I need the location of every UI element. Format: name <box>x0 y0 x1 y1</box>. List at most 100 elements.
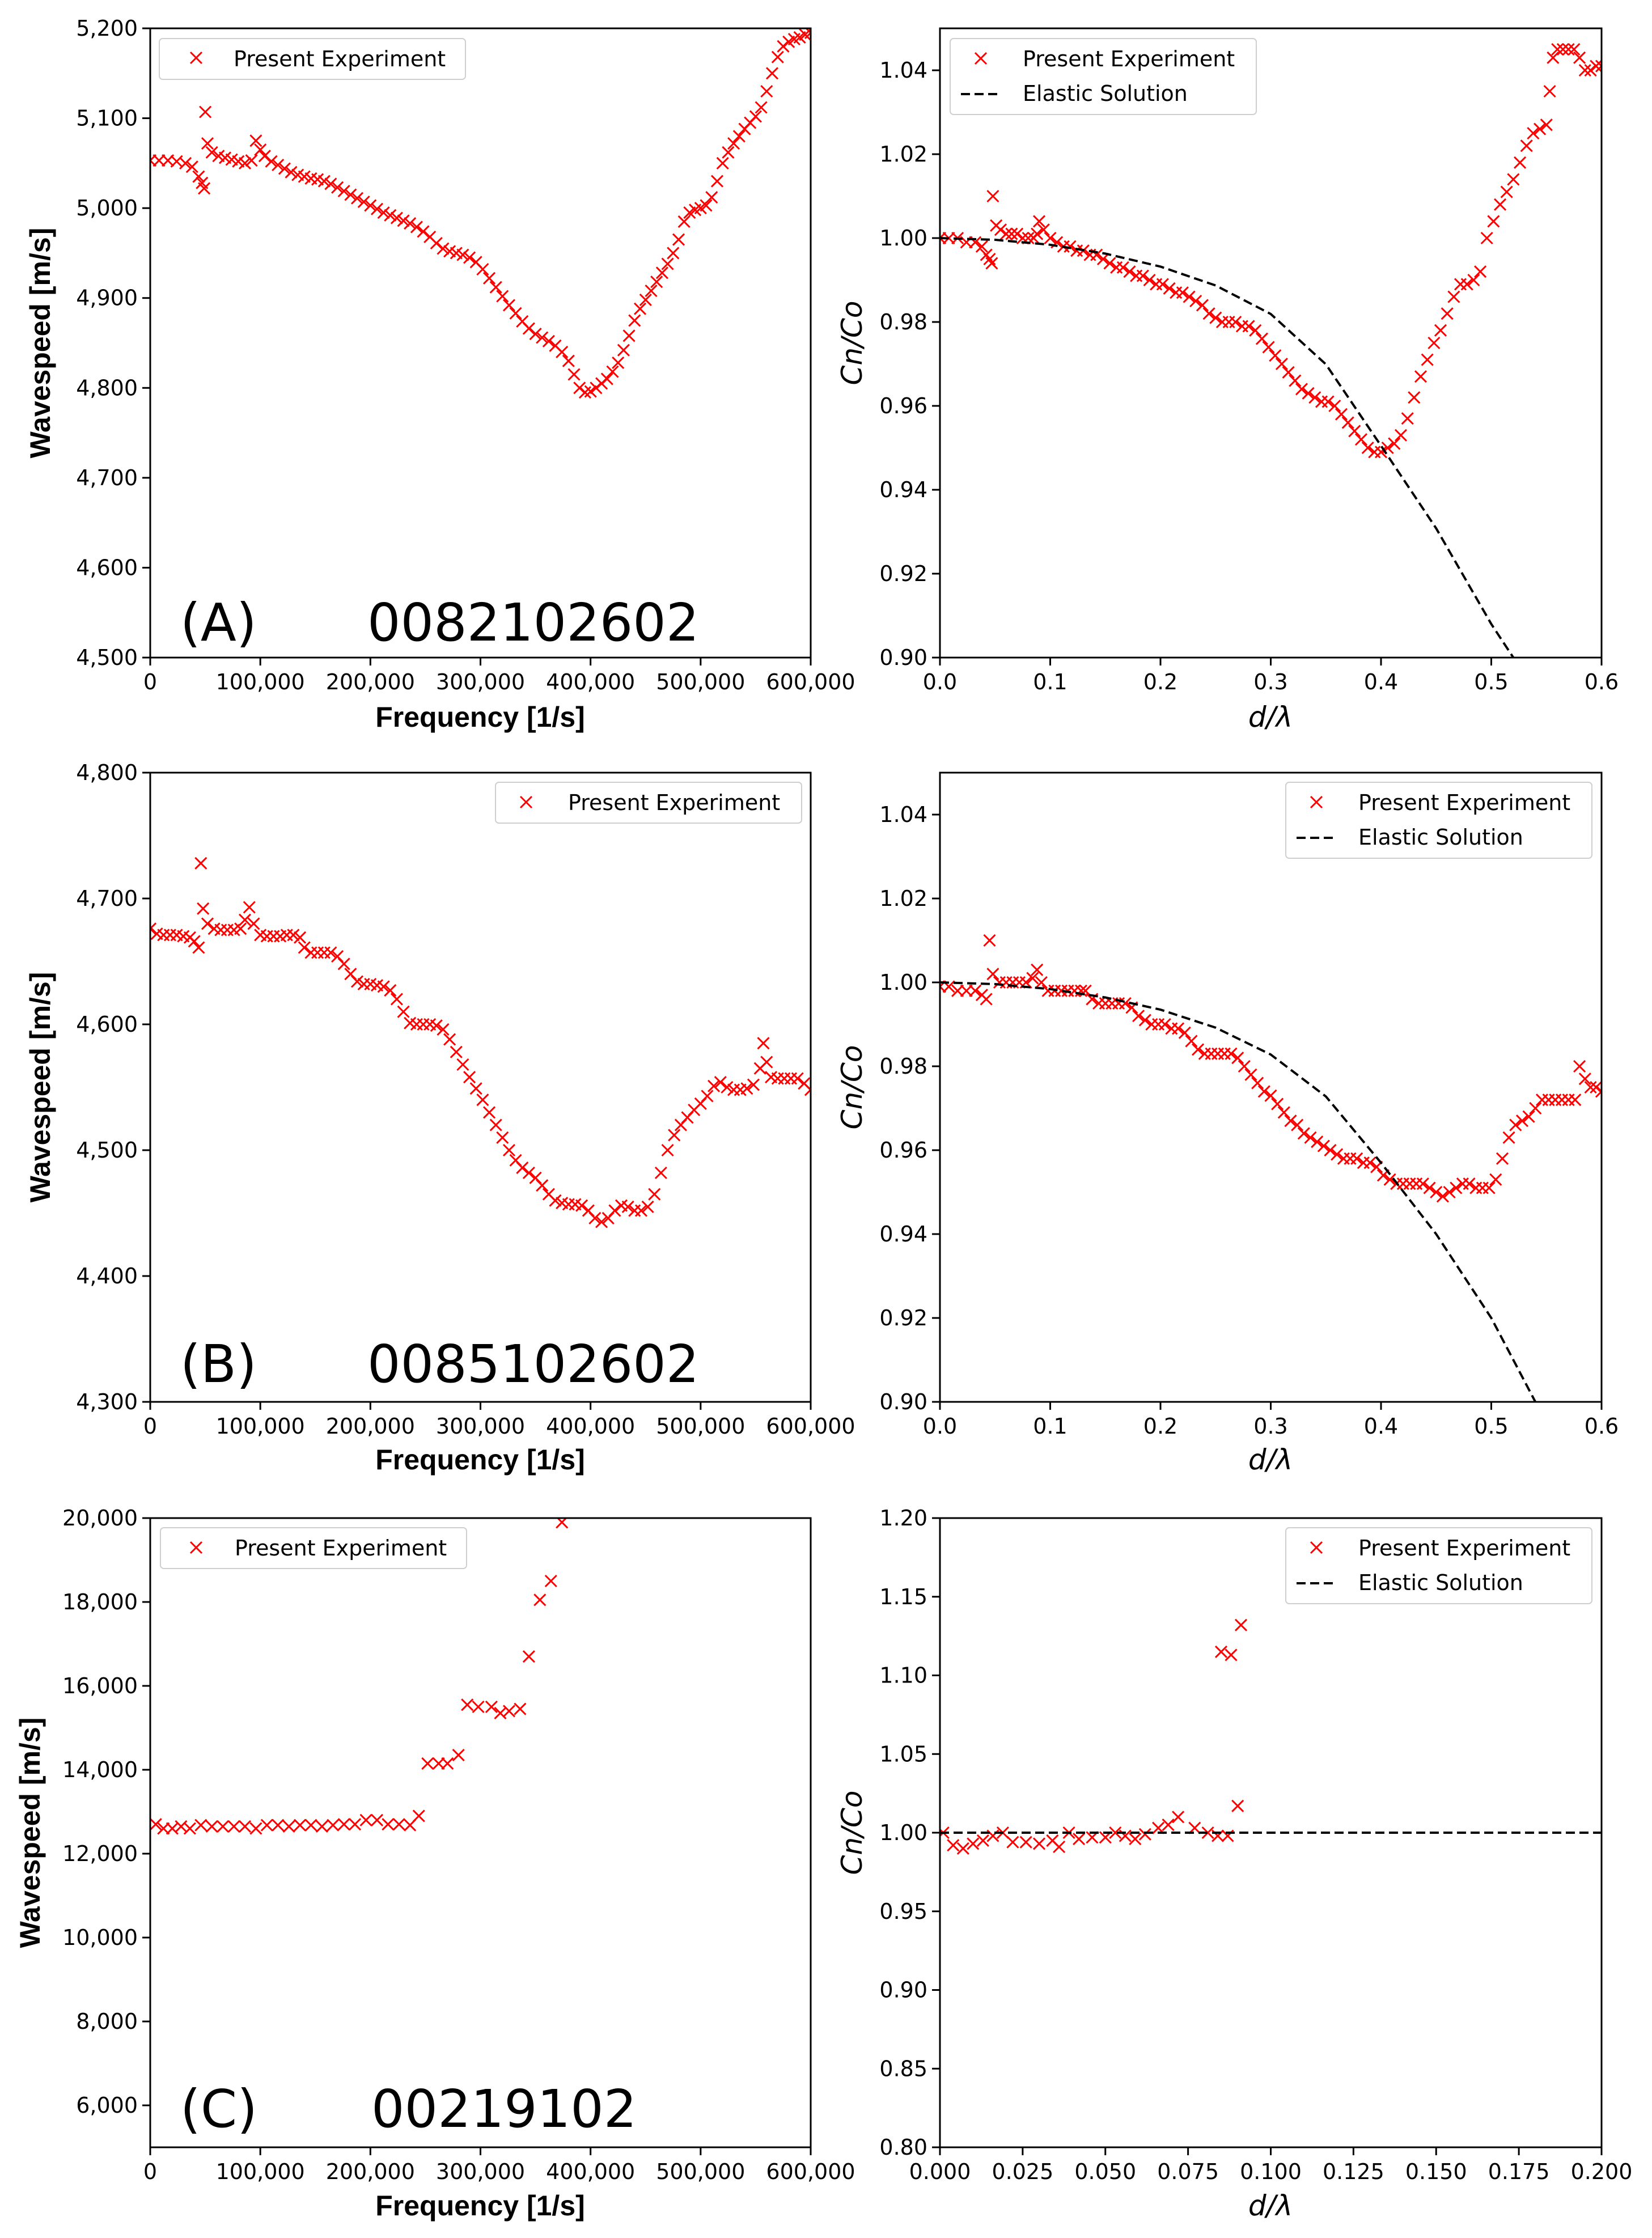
y-tick-label: 1.05 <box>879 1741 927 1766</box>
data-point <box>1130 269 1143 282</box>
x-tick-label: 0.6 <box>1585 1414 1619 1439</box>
data-point <box>1073 1833 1086 1846</box>
data-point <box>382 1818 395 1831</box>
data-point <box>760 84 773 98</box>
chart-a-left-xlabel: Frequency [1/s] <box>375 701 585 733</box>
data-point <box>993 976 1006 989</box>
chart-c-left-marks <box>150 1518 569 1835</box>
data-point <box>533 1593 547 1607</box>
data-point <box>485 1700 498 1714</box>
data-point <box>397 214 410 227</box>
data-point <box>1456 1177 1469 1190</box>
data-point <box>1297 1127 1310 1140</box>
data-point <box>1542 1093 1555 1107</box>
data-point <box>1454 278 1467 291</box>
data-point <box>1156 278 1169 291</box>
data-point <box>529 328 542 341</box>
legend-label-elastic-solution: Elastic Solution <box>1023 81 1188 106</box>
data-point <box>1487 215 1500 228</box>
x-tick-label: 0 <box>143 1414 157 1439</box>
chart-b-left: 0 100,000 200,000 300,000 400,000 500,000 600,… <box>24 760 855 1476</box>
data-point <box>469 1082 482 1095</box>
chart-b-left-xlabel: Frequency [1/s] <box>375 1444 585 1476</box>
data-point <box>509 307 522 320</box>
data-point <box>157 1822 170 1835</box>
data-point <box>185 160 198 173</box>
data-point <box>472 1700 485 1714</box>
y-tick-label: 4,300 <box>76 1389 138 1414</box>
data-point <box>489 1118 502 1131</box>
data-point <box>1573 51 1586 64</box>
chart-a-right-ylabel: Cn/Co <box>836 301 869 385</box>
data-point <box>238 913 252 926</box>
x-tick-label: 100,000 <box>216 1414 305 1439</box>
data-point <box>544 1574 557 1588</box>
data-point <box>778 1072 791 1085</box>
data-point <box>370 1813 384 1826</box>
data-point <box>645 284 658 298</box>
data-point <box>1257 1085 1270 1098</box>
data-point <box>1394 429 1408 442</box>
chart-a-left-marks <box>150 28 811 399</box>
data-point <box>1196 299 1209 312</box>
data-point <box>1277 1106 1290 1119</box>
data-point <box>1304 1131 1317 1144</box>
data-point <box>294 1819 307 1832</box>
data-point <box>1235 320 1248 333</box>
x-tick-label: 500,000 <box>656 1414 745 1439</box>
data-point <box>432 1757 445 1770</box>
chart-b-left-legend: Present Experiment <box>495 782 802 824</box>
y-tick-label: 0.90 <box>879 1978 927 2003</box>
data-point <box>285 166 298 179</box>
data-point <box>249 1822 262 1835</box>
data-point <box>1275 357 1288 371</box>
chart-a-right-legend: Present Experiment Elastic Solution <box>950 38 1257 115</box>
data-point <box>280 929 293 942</box>
data-point <box>324 177 337 190</box>
data-point <box>1152 1018 1165 1031</box>
data-point <box>1328 399 1341 413</box>
data-point <box>247 917 260 930</box>
y-tick-label: 0.98 <box>879 310 927 334</box>
data-point <box>1447 290 1460 303</box>
data-point <box>1363 1156 1376 1169</box>
data-point <box>947 1839 960 1852</box>
chart-c-left-ticks: 0 100,000 200,000 300,000 400,000 500,000 600,… <box>62 1506 855 2184</box>
legend-frame <box>1285 1527 1592 1604</box>
chart-b-right-frame <box>939 772 1603 1403</box>
data-point <box>1103 257 1116 270</box>
data-point <box>969 984 982 997</box>
data-point <box>1044 231 1057 245</box>
data-point <box>1480 231 1493 245</box>
x-tick-label: 400,000 <box>546 1414 635 1439</box>
x-tick-label: 100,000 <box>216 669 305 694</box>
data-point <box>705 191 718 204</box>
data-point <box>732 130 745 143</box>
data-point <box>1361 441 1374 455</box>
data-point <box>456 248 469 261</box>
x-tick-label: 0.3 <box>1253 669 1287 694</box>
chart-b-left-marks <box>150 857 811 1228</box>
y-tick-label: 4,700 <box>76 886 138 911</box>
data-point <box>243 901 256 914</box>
data-point <box>430 236 443 250</box>
data-point <box>1341 416 1354 429</box>
data-point <box>1321 395 1335 408</box>
data-point <box>476 262 489 276</box>
legend-label-present-experiment: Present Experiment <box>1358 790 1570 815</box>
data-point <box>1388 437 1401 450</box>
x-tick-label: 0.6 <box>1585 669 1619 694</box>
chart-c-right-marks <box>940 1618 1602 1855</box>
data-point <box>1231 1799 1244 1812</box>
data-point <box>1562 1093 1575 1107</box>
data-point <box>344 188 357 201</box>
data-point <box>1590 60 1602 73</box>
chart-b-left-frame <box>149 772 812 1403</box>
data-point <box>441 1757 454 1770</box>
data-point <box>999 227 1013 240</box>
data-point <box>272 158 285 172</box>
data-point <box>1032 215 1046 228</box>
data-point <box>476 1093 489 1107</box>
data-point <box>238 156 252 169</box>
y-tick-label: 4,700 <box>76 465 138 490</box>
